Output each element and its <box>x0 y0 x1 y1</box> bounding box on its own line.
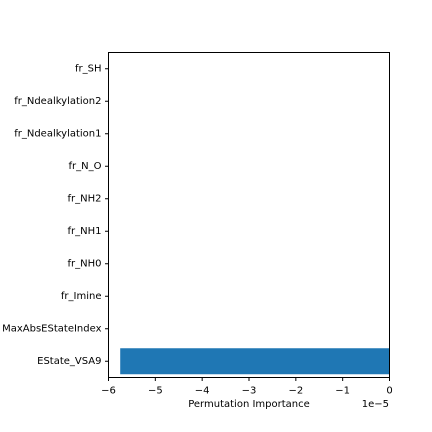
y-tick-label: fr_Ndealkylation1 <box>14 128 101 139</box>
x-tick-label: −6 <box>101 386 116 397</box>
y-tick-label: fr_SH <box>75 63 102 74</box>
y-tick-label: EState_VSA9 <box>37 356 101 367</box>
x-axis-offset-label: 1e−5 <box>362 399 389 410</box>
y-axis-ticks: EState_VSA9 MaxAbsEStateIndex fr_Imine fr_N… <box>2 63 109 367</box>
x-tick-label: −1 <box>335 386 350 397</box>
x-axis-label: Permutation Importance <box>188 399 310 410</box>
y-tick-label: MaxAbsEStateIndex <box>2 323 101 334</box>
x-tick-label: 0 <box>386 386 392 397</box>
bars <box>120 348 390 375</box>
x-tick-label: −4 <box>195 386 210 397</box>
y-tick-label: fr_Ndealkylation2 <box>14 96 101 107</box>
y-tick-label: fr_NH0 <box>68 258 102 269</box>
y-tick-label: fr_NH1 <box>68 226 102 237</box>
y-tick-label: fr_N_O <box>69 161 102 172</box>
x-tick-label: −5 <box>148 386 163 397</box>
x-tick-label: −2 <box>288 386 303 397</box>
x-axis-ticks: −6 −5 −4 −3 −2 −1 0 <box>101 377 393 397</box>
plot-frame <box>108 52 390 378</box>
bar-EState_VSA9 <box>120 348 390 375</box>
x-tick-label: −3 <box>242 386 257 397</box>
y-tick-label: fr_NH2 <box>68 193 102 204</box>
y-tick-label: fr_Imine <box>61 291 102 302</box>
